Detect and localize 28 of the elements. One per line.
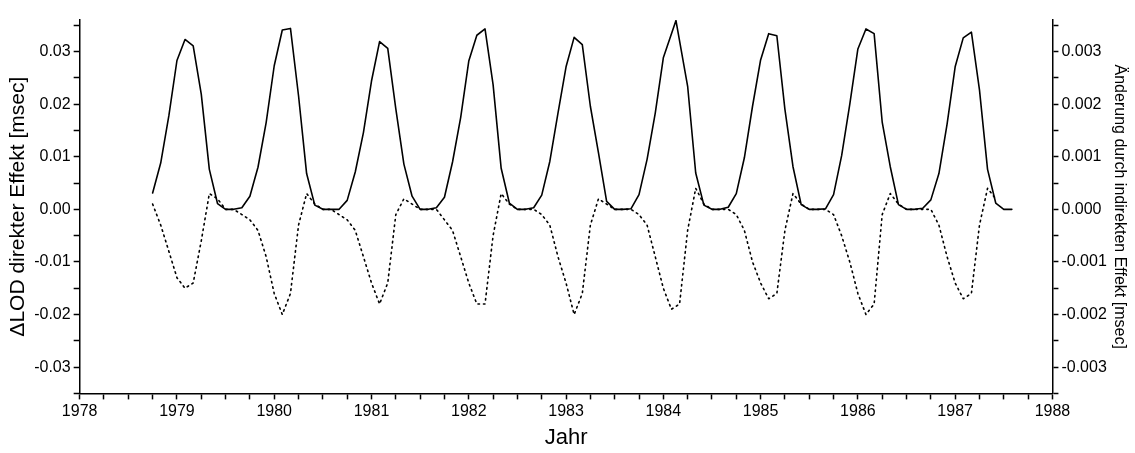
x-tick-label: 1987 <box>937 402 974 420</box>
y-tick-label: -0.02 <box>34 304 71 322</box>
x-tick-label: 1986 <box>840 402 876 420</box>
y-tick-label: -0.01 <box>34 252 71 270</box>
y2-tick-label: 0.000 <box>1061 199 1102 217</box>
y-tick-label: 0.02 <box>39 94 71 112</box>
y-tick-label: 0.01 <box>39 147 71 165</box>
x-tick-label: 1982 <box>450 402 487 420</box>
y-tick-label: 0.03 <box>39 41 71 59</box>
y2-tick-label: 0.003 <box>1061 41 1102 59</box>
y-tick-label: -0.03 <box>34 357 71 375</box>
y2-axis-title: Änderung durch indirekten Effekt [msec] <box>1111 64 1129 349</box>
x-tick-label: 1981 <box>353 402 390 420</box>
y2-tick-label: -0.003 <box>1061 357 1107 375</box>
x-tick-label: 1980 <box>256 402 293 420</box>
x-tick-label: 1985 <box>742 402 779 420</box>
y2-tick-label: 0.002 <box>1061 94 1102 112</box>
y2-tick-label: 0.001 <box>1061 147 1102 165</box>
x-tick-label: 1979 <box>159 402 195 420</box>
x-tick-label: 1984 <box>645 402 682 420</box>
x-tick-label: 1978 <box>61 402 98 420</box>
y2-tick-label: -0.001 <box>1061 252 1107 270</box>
x-tick-label: 1988 <box>1034 402 1071 420</box>
y-tick-label: 0.00 <box>39 199 71 217</box>
y2-tick-label: -0.002 <box>1061 304 1107 322</box>
y-axis-title: ΔLOD direkter Effekt [msec] <box>5 76 29 337</box>
x-axis-title: Jahr <box>544 423 588 449</box>
x-tick-label: 1983 <box>548 402 584 420</box>
